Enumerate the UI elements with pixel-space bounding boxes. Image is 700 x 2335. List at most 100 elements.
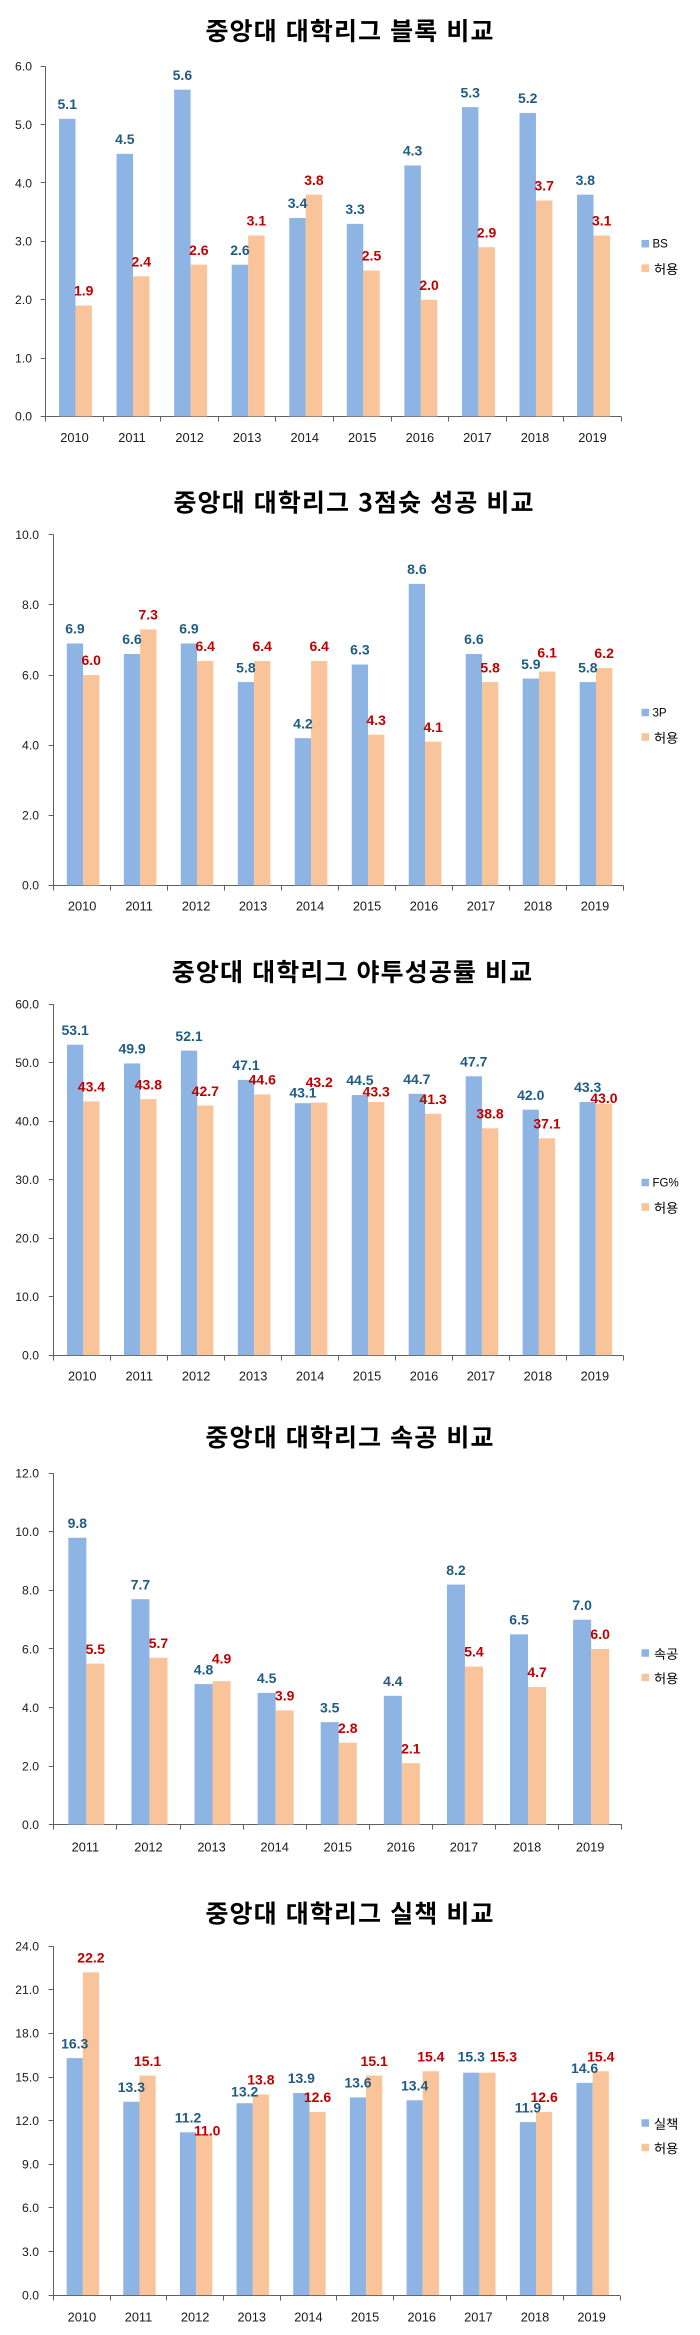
svg-text:2014: 2014 [260, 1840, 288, 1855]
svg-text:11.2: 11.2 [175, 2109, 202, 2125]
svg-text:15.4: 15.4 [587, 2048, 614, 2064]
svg-text:4.8: 4.8 [194, 1661, 214, 1677]
svg-text:3.0: 3.0 [15, 235, 32, 249]
svg-text:2018: 2018 [513, 1840, 541, 1855]
svg-text:2.5: 2.5 [362, 248, 382, 264]
svg-text:8.2: 8.2 [446, 1562, 466, 1578]
svg-text:0.0: 0.0 [22, 1818, 39, 1832]
svg-text:6.0: 6.0 [22, 668, 39, 682]
svg-text:3.3: 3.3 [345, 201, 365, 217]
svg-text:2016: 2016 [410, 899, 438, 914]
svg-text:42.7: 42.7 [192, 1083, 219, 1099]
svg-text:2019: 2019 [576, 1840, 604, 1855]
svg-text:42.0: 42.0 [517, 1087, 544, 1103]
svg-text:10.0: 10.0 [15, 1290, 39, 1304]
svg-text:2014: 2014 [296, 899, 324, 914]
svg-text:3.0: 3.0 [22, 2245, 39, 2259]
svg-text:15.4: 15.4 [417, 2048, 444, 2064]
svg-text:2012: 2012 [182, 1369, 210, 1384]
svg-text:3.1: 3.1 [592, 213, 612, 229]
svg-text:2011: 2011 [125, 2310, 153, 2325]
svg-text:6.6: 6.6 [464, 631, 484, 647]
svg-text:2016: 2016 [387, 1840, 415, 1855]
svg-text:5.3: 5.3 [460, 84, 480, 100]
svg-text:53.1: 53.1 [62, 1022, 89, 1038]
svg-text:2019: 2019 [577, 2310, 605, 2325]
svg-text:3.8: 3.8 [304, 172, 324, 188]
svg-text:5.2: 5.2 [518, 90, 538, 106]
svg-text:52.1: 52.1 [175, 1028, 202, 1044]
svg-text:6.0: 6.0 [22, 1642, 39, 1656]
svg-text:9.8: 9.8 [68, 1515, 88, 1531]
svg-text:10.0: 10.0 [15, 528, 39, 542]
svg-text:5.8: 5.8 [480, 659, 500, 675]
svg-text:2.0: 2.0 [419, 277, 439, 293]
svg-text:13.9: 13.9 [288, 2070, 315, 2086]
svg-text:6.5: 6.5 [509, 1612, 529, 1628]
svg-text:5.8: 5.8 [578, 659, 598, 675]
svg-text:13.8: 13.8 [247, 2072, 274, 2088]
svg-text:21.0: 21.0 [15, 1983, 39, 1997]
svg-text:4.0: 4.0 [22, 1701, 39, 1715]
svg-text:10.0: 10.0 [15, 1525, 39, 1539]
svg-text:4.7: 4.7 [527, 1664, 547, 1680]
svg-text:2018: 2018 [521, 2310, 549, 2325]
svg-text:2.1: 2.1 [401, 1740, 421, 1756]
svg-text:2010: 2010 [60, 430, 88, 445]
svg-text:5.1: 5.1 [58, 96, 78, 112]
svg-text:43.2: 43.2 [306, 1074, 333, 1090]
svg-text:6.9: 6.9 [65, 621, 85, 637]
svg-text:6.4: 6.4 [252, 638, 272, 654]
svg-text:7.7: 7.7 [131, 1576, 151, 1592]
svg-text:6.0: 6.0 [590, 1626, 610, 1642]
svg-text:0.0: 0.0 [22, 879, 39, 893]
svg-text:2018: 2018 [521, 430, 549, 445]
svg-text:3.4: 3.4 [288, 195, 308, 211]
svg-text:43.8: 43.8 [135, 1076, 162, 1092]
svg-text:2013: 2013 [238, 2310, 266, 2325]
svg-text:5.8: 5.8 [236, 659, 256, 675]
svg-text:15.3: 15.3 [458, 2048, 485, 2064]
svg-text:2017: 2017 [450, 1840, 478, 1855]
svg-text:22.2: 22.2 [77, 1950, 104, 1966]
svg-text:8.0: 8.0 [22, 1584, 39, 1598]
svg-text:3.5: 3.5 [320, 1699, 340, 1715]
svg-text:6.9: 6.9 [179, 621, 199, 637]
svg-text:2017: 2017 [464, 2310, 492, 2325]
svg-text:4.2: 4.2 [293, 715, 313, 731]
svg-text:3.8: 3.8 [576, 172, 596, 188]
svg-text:41.3: 41.3 [419, 1091, 446, 1107]
svg-text:12.0: 12.0 [15, 2114, 39, 2128]
svg-text:9.0: 9.0 [22, 2158, 39, 2172]
svg-text:15.1: 15.1 [134, 2053, 161, 2069]
svg-text:6.3: 6.3 [350, 642, 370, 658]
svg-text:2013: 2013 [233, 430, 261, 445]
svg-text:2.0: 2.0 [15, 293, 32, 307]
svg-text:2010: 2010 [68, 899, 96, 914]
svg-text:7.0: 7.0 [572, 1597, 592, 1613]
svg-text:2014: 2014 [294, 2310, 322, 2325]
svg-text:2017: 2017 [467, 1369, 495, 1384]
svg-text:2011: 2011 [125, 1369, 153, 1384]
svg-text:43.3: 43.3 [574, 1079, 601, 1095]
svg-text:2013: 2013 [239, 899, 267, 914]
svg-text:44.7: 44.7 [403, 1071, 430, 1087]
svg-text:12.6: 12.6 [304, 2089, 331, 2105]
svg-text:8.6: 8.6 [407, 561, 427, 577]
svg-text:5.6: 5.6 [173, 67, 193, 83]
svg-text:2016: 2016 [406, 430, 434, 445]
svg-text:6.4: 6.4 [309, 638, 329, 654]
svg-text:60.0: 60.0 [15, 998, 39, 1012]
svg-text:4.9: 4.9 [212, 1650, 232, 1666]
svg-text:43.4: 43.4 [78, 1079, 105, 1095]
svg-text:2016: 2016 [407, 2310, 435, 2325]
svg-text:5.5: 5.5 [86, 1641, 106, 1657]
svg-text:3.7: 3.7 [534, 178, 554, 194]
svg-text:6.0: 6.0 [15, 60, 32, 74]
svg-text:14.6: 14.6 [571, 2060, 598, 2076]
svg-text:1.0: 1.0 [15, 351, 32, 365]
svg-text:5.4: 5.4 [464, 1644, 484, 1660]
svg-text:15.1: 15.1 [361, 2053, 388, 2069]
svg-text:4.3: 4.3 [403, 143, 423, 159]
svg-text:13.3: 13.3 [118, 2079, 145, 2095]
